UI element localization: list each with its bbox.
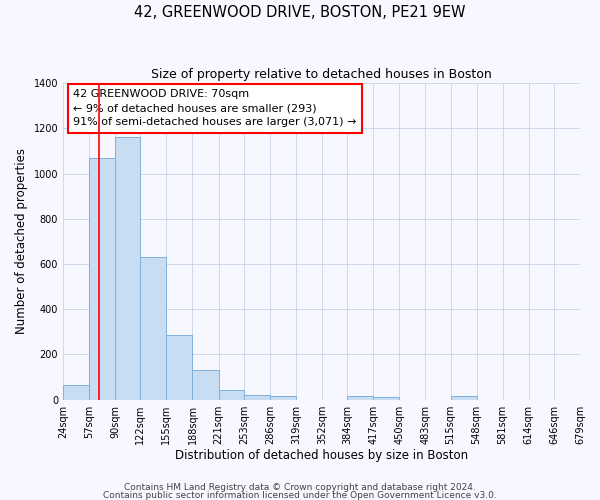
Bar [166, 335, 193, 400]
Text: Contains HM Land Registry data © Crown copyright and database right 2024.: Contains HM Land Registry data © Crown c… [124, 483, 476, 492]
Bar [373, 398, 399, 400]
Bar [140, 257, 166, 400]
Bar [115, 138, 140, 400]
Title: Size of property relative to detached houses in Boston: Size of property relative to detached ho… [151, 68, 492, 80]
Bar [63, 385, 89, 400]
X-axis label: Distribution of detached houses by size in Boston: Distribution of detached houses by size … [175, 450, 468, 462]
Y-axis label: Number of detached properties: Number of detached properties [15, 148, 28, 334]
Bar [451, 396, 476, 400]
Text: Contains public sector information licensed under the Open Government Licence v3: Contains public sector information licen… [103, 490, 497, 500]
Bar [193, 370, 218, 400]
Bar [270, 396, 296, 400]
Bar [347, 396, 373, 400]
Text: 42 GREENWOOD DRIVE: 70sqm
← 9% of detached houses are smaller (293)
91% of semi-: 42 GREENWOOD DRIVE: 70sqm ← 9% of detach… [73, 90, 357, 128]
Bar [244, 395, 270, 400]
Bar [89, 158, 115, 400]
Text: 42, GREENWOOD DRIVE, BOSTON, PE21 9EW: 42, GREENWOOD DRIVE, BOSTON, PE21 9EW [134, 5, 466, 20]
Bar [218, 390, 244, 400]
